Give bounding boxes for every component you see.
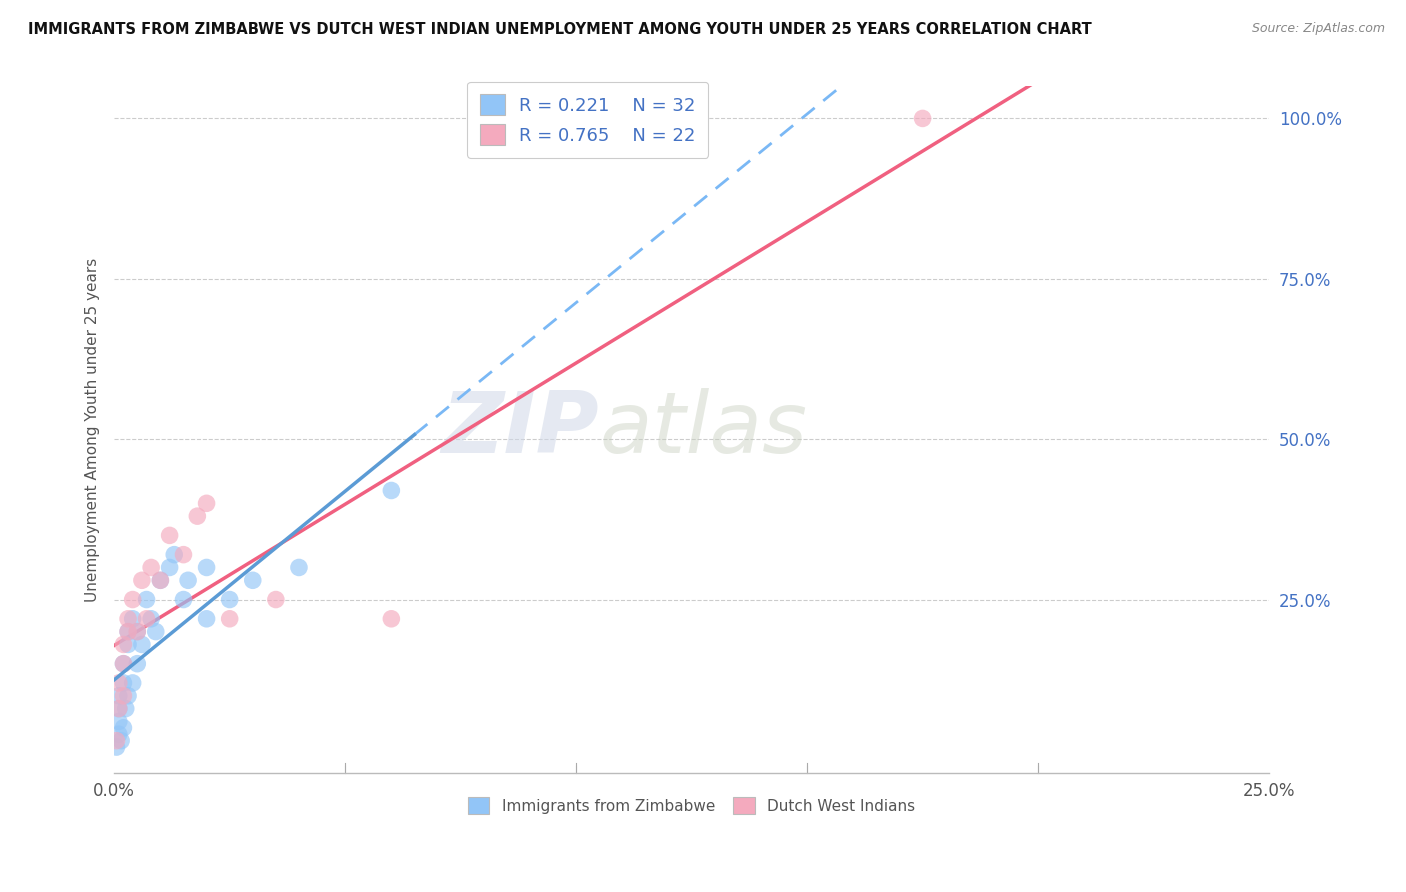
Point bbox=[135, 612, 157, 626]
Text: atlas: atlas bbox=[599, 388, 807, 471]
Point bbox=[141, 560, 163, 574]
Point bbox=[108, 689, 131, 703]
Point bbox=[380, 612, 402, 626]
Point bbox=[127, 624, 149, 639]
Point bbox=[159, 560, 181, 574]
Point bbox=[195, 560, 218, 574]
Point bbox=[145, 624, 167, 639]
Point bbox=[172, 592, 194, 607]
Point bbox=[127, 624, 149, 639]
Point bbox=[117, 624, 139, 639]
Point bbox=[149, 574, 172, 588]
Point bbox=[149, 574, 172, 588]
Point bbox=[108, 701, 131, 715]
Point bbox=[117, 637, 139, 651]
Point bbox=[117, 624, 139, 639]
Point bbox=[195, 496, 218, 510]
Point bbox=[121, 592, 143, 607]
Point bbox=[135, 592, 157, 607]
Point bbox=[121, 612, 143, 626]
Point bbox=[112, 657, 135, 671]
Point bbox=[114, 701, 136, 715]
Point bbox=[105, 733, 128, 747]
Point bbox=[159, 528, 181, 542]
Point bbox=[195, 612, 218, 626]
Point bbox=[186, 509, 208, 524]
Point bbox=[177, 574, 200, 588]
Point bbox=[110, 733, 132, 747]
Point bbox=[121, 676, 143, 690]
Point bbox=[108, 727, 131, 741]
Point bbox=[141, 612, 163, 626]
Point bbox=[117, 689, 139, 703]
Point bbox=[127, 657, 149, 671]
Text: ZIP: ZIP bbox=[441, 388, 599, 471]
Point bbox=[380, 483, 402, 498]
Point bbox=[105, 740, 128, 755]
Point bbox=[108, 714, 131, 729]
Point bbox=[108, 676, 131, 690]
Point bbox=[112, 721, 135, 735]
Legend: Immigrants from Zimbabwe, Dutch West Indians: Immigrants from Zimbabwe, Dutch West Ind… bbox=[458, 788, 924, 823]
Point bbox=[112, 689, 135, 703]
Point bbox=[242, 574, 264, 588]
Point bbox=[131, 637, 153, 651]
Point bbox=[112, 637, 135, 651]
Point bbox=[108, 701, 131, 715]
Point bbox=[163, 548, 186, 562]
Point bbox=[112, 676, 135, 690]
Point bbox=[218, 592, 240, 607]
Text: IMMIGRANTS FROM ZIMBABWE VS DUTCH WEST INDIAN UNEMPLOYMENT AMONG YOUTH UNDER 25 : IMMIGRANTS FROM ZIMBABWE VS DUTCH WEST I… bbox=[28, 22, 1092, 37]
Point bbox=[131, 574, 153, 588]
Text: Source: ZipAtlas.com: Source: ZipAtlas.com bbox=[1251, 22, 1385, 36]
Point bbox=[288, 560, 311, 574]
Point bbox=[112, 657, 135, 671]
Point bbox=[172, 548, 194, 562]
Point bbox=[911, 112, 934, 126]
Point bbox=[264, 592, 287, 607]
Y-axis label: Unemployment Among Youth under 25 years: Unemployment Among Youth under 25 years bbox=[86, 258, 100, 602]
Point bbox=[117, 612, 139, 626]
Point bbox=[218, 612, 240, 626]
